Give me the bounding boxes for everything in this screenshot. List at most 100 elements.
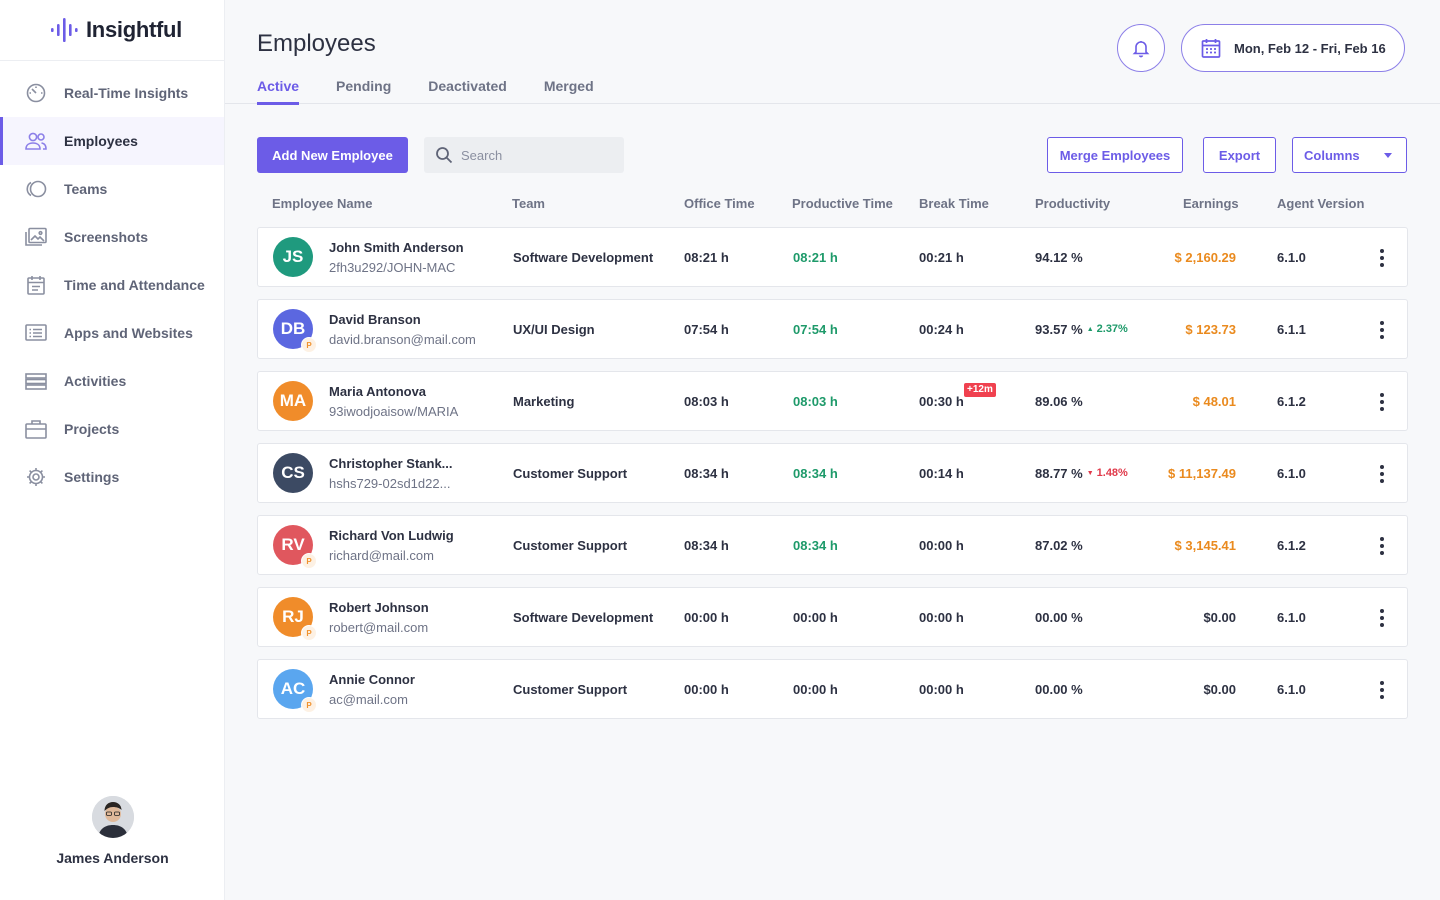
productivity-cell: 00.00 % — [1035, 660, 1083, 718]
team-cell: UX/UI Design — [513, 321, 595, 337]
team-cell: Customer Support — [513, 465, 628, 481]
more-options-icon[interactable] — [1368, 246, 1396, 270]
sidebar-item-time-and-attendance[interactable]: Time and Attendance — [0, 261, 224, 309]
tabs: Active Pending Deactivated Merged — [257, 78, 594, 105]
productivity-cell: 93.57 % ▲ 2.37% — [1035, 300, 1128, 358]
productive-time-cell: 00:00 h — [793, 681, 838, 697]
productivity-cell: 88.77 % ▼ 1.48% — [1035, 444, 1128, 502]
more-options-icon[interactable] — [1368, 318, 1396, 342]
office-time-cell: 00:00 h — [684, 681, 729, 697]
earnings-cell: $ 123.73 — [1185, 321, 1236, 337]
column-header-agent-version[interactable]: Agent Version — [1277, 196, 1365, 211]
search-box[interactable] — [424, 137, 624, 173]
columns-label: Columns — [1304, 147, 1360, 163]
agent-version-cell: 6.1.2 — [1277, 393, 1306, 409]
stacked-bars-icon — [24, 369, 48, 393]
table-row[interactable]: MA Maria Antonova 93iwodjoaisow/MARIA Marke… — [257, 371, 1408, 431]
notifications-button[interactable] — [1117, 24, 1165, 72]
image-gallery-icon — [24, 225, 48, 249]
table-row[interactable]: RJ P Robert Johnson robert@mail.com Software… — [257, 587, 1408, 647]
table-row[interactable]: JS John Smith Anderson 2fh3u292/JOHN-MAC So… — [257, 227, 1408, 287]
column-header-break-time[interactable]: Break Time — [919, 196, 989, 211]
column-header-productive-time[interactable]: Productive Time — [792, 196, 893, 211]
sidebar-item-projects[interactable]: Projects — [0, 405, 224, 453]
logo-text: Insightful — [86, 17, 182, 42]
sidebar-item-activities[interactable]: Activities — [0, 357, 224, 405]
column-header-employee-name[interactable]: Employee Name — [272, 196, 373, 211]
more-options-icon[interactable] — [1368, 390, 1396, 414]
agent-version-cell: 6.1.2 — [1277, 537, 1306, 553]
avatar[interactable]: MA — [273, 381, 313, 421]
employee-name[interactable]: Christopher Stank... — [329, 456, 453, 471]
columns-dropdown[interactable]: Columns — [1292, 137, 1407, 173]
employee-name[interactable]: Richard Von Ludwig — [329, 528, 454, 543]
tab-active[interactable]: Active — [257, 78, 300, 105]
tab-merged[interactable]: Merged — [543, 78, 594, 94]
table-row[interactable]: DB P David Branson david.branson@mail.com UX… — [257, 299, 1408, 359]
sidebar-item-teams[interactable]: Teams — [0, 165, 224, 213]
break-time-cell: 00:00 h — [919, 537, 964, 553]
productivity-delta: 2.37% — [1096, 323, 1128, 335]
productive-time-cell: 08:21 h — [793, 249, 838, 265]
more-options-icon[interactable] — [1368, 534, 1396, 558]
sidebar-item-label: Screenshots — [64, 229, 149, 245]
avatar[interactable]: JS — [273, 237, 313, 277]
employee-name[interactable]: Annie Connor — [329, 672, 415, 687]
office-time-cell: 00:00 h — [684, 609, 729, 625]
employee-name[interactable]: Robert Johnson — [329, 600, 429, 615]
browser-list-icon — [24, 321, 48, 345]
merge-employees-button[interactable]: Merge Employees — [1047, 137, 1183, 173]
employee-identifier: hshs729-02sd1d22... — [329, 476, 451, 491]
column-header-productivity[interactable]: Productivity — [1035, 196, 1111, 211]
export-button[interactable]: Export — [1203, 137, 1276, 173]
pending-badge: P — [301, 625, 317, 641]
avatar-initials: DB — [280, 319, 306, 338]
bell-icon — [1132, 41, 1150, 58]
avatar-initials: RJ — [282, 607, 304, 626]
logo[interactable]: Insightful — [0, 0, 224, 61]
avatar[interactable]: CS — [273, 453, 313, 493]
productivity-value: 89.06 % — [1035, 393, 1083, 409]
user-profile[interactable]: James Anderson — [0, 796, 225, 866]
productive-time-cell: 08:03 h — [793, 393, 838, 409]
tab-pending[interactable]: Pending — [336, 78, 392, 94]
productivity-up-icon: ▲ — [1086, 325, 1094, 333]
avatar[interactable] — [91, 796, 134, 838]
break-time-cell: 00:14 h — [919, 465, 964, 481]
tab-deactivated[interactable]: Deactivated — [428, 78, 507, 94]
employee-name[interactable]: Maria Antonova — [329, 384, 427, 399]
employee-name[interactable]: John Smith Anderson — [329, 240, 464, 255]
sidebar-item-screenshots[interactable]: Screenshots — [0, 213, 224, 261]
search-input[interactable] — [461, 147, 611, 163]
page-title: Employees — [257, 30, 376, 57]
employee-name[interactable]: David Branson — [329, 312, 421, 327]
table-row[interactable]: CS Christopher Stank... hshs729-02sd1d22..… — [257, 443, 1408, 503]
more-options-icon[interactable] — [1368, 678, 1396, 702]
add-new-employee-button[interactable]: Add New Employee — [257, 137, 408, 173]
employee-identifier: robert@mail.com — [329, 620, 429, 635]
sidebar-item-apps-and-websites[interactable]: Apps and Websites — [0, 309, 224, 357]
sidebar-item-label: Settings — [64, 469, 120, 485]
table-row[interactable]: AC P Annie Connor ac@mail.com Customer Suppo… — [257, 659, 1408, 719]
table-row[interactable]: RV P Richard Von Ludwig richard@mail.com Cus… — [257, 515, 1408, 575]
office-time-cell: 08:34 h — [684, 465, 729, 481]
sidebar-item-settings[interactable]: Settings — [0, 453, 224, 501]
sidebar-item-real-time-insights[interactable]: Real-Time Insights — [0, 69, 224, 117]
pending-badge: P — [301, 697, 317, 713]
column-header-office-time[interactable]: Office Time — [684, 196, 755, 211]
productivity-down-icon: ▼ — [1086, 469, 1094, 477]
employee-table: JS John Smith Anderson 2fh3u292/JOHN-MAC So… — [257, 227, 1408, 731]
date-range-picker[interactable]: Mon, Feb 12 - Fri, Feb 16 — [1181, 24, 1405, 72]
column-header-earnings[interactable]: Earnings — [1183, 196, 1239, 211]
more-options-icon[interactable] — [1368, 606, 1396, 630]
column-header-team[interactable]: Team — [512, 196, 545, 211]
earnings-cell: $ 3,145.41 — [1174, 537, 1236, 553]
more-options-icon[interactable] — [1368, 462, 1396, 486]
avatar-initials: AC — [280, 679, 306, 698]
productive-time-cell: 08:34 h — [793, 537, 838, 553]
avatar-initials: CS — [281, 463, 305, 482]
employee-identity: David Branson david.branson@mail.com — [329, 311, 476, 348]
sidebar-item-employees[interactable]: Employees — [0, 117, 224, 165]
avatar-initials: JS — [282, 247, 304, 266]
employee-identity: John Smith Anderson 2fh3u292/JOHN-MAC — [329, 239, 464, 276]
